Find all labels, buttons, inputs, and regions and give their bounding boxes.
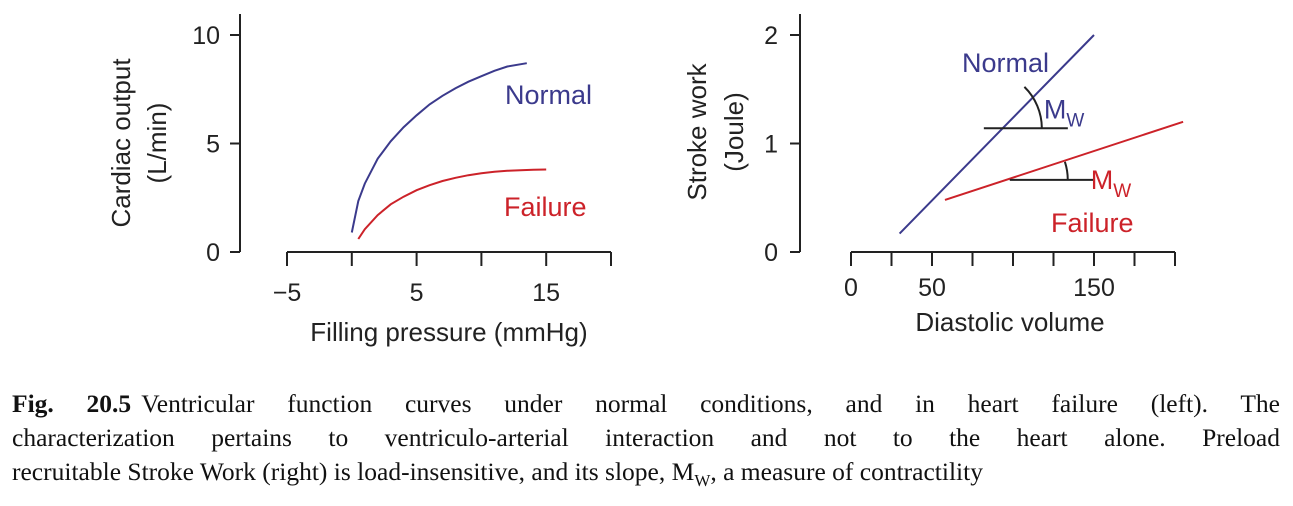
left-y-tick-label: 0: [206, 239, 220, 267]
slope-label-mw: MW: [1091, 165, 1132, 202]
caption-figure-label: Fig. 20.5: [12, 389, 132, 418]
right-y-axis-title-line2: (Joule): [719, 92, 749, 171]
slope-label-subscript: W: [1066, 110, 1084, 131]
right-x-tick-label: 150: [1073, 274, 1115, 302]
left-panel-cardiac-output: 0 5 10 −5 5 15 Normal Failure Cardiac output…: [106, 14, 612, 347]
left-x-tick-label: −5: [273, 279, 302, 307]
left-y-axis-title-line1: Cardiac output: [106, 58, 136, 228]
caption-subscript-w: W: [694, 471, 711, 491]
right-series-normal-line: [898, 34, 1095, 235]
caption-text-3a: recruitable Stroke Work (right) is load-…: [12, 457, 695, 486]
left-y-tick-label: 5: [206, 131, 220, 159]
left-series-failure-line: [357, 168, 547, 240]
right-y-tick-label: 1: [764, 131, 778, 159]
left-x-tick-label: 5: [410, 279, 424, 307]
slope-angle-arc: [1063, 161, 1069, 180]
right-y-tick-label: 2: [764, 22, 778, 50]
right-legend-failure-label: Failure: [1051, 208, 1134, 238]
slope-angle-arc: [1023, 86, 1043, 129]
right-legend-normal-label: Normal: [962, 48, 1049, 78]
left-x-axis-title: Filling pressure (mmHg): [310, 317, 587, 347]
right-y-axis-title-line1: Stroke work: [682, 62, 712, 200]
figure-caption: Fig. 20.5 Ventricular function curves und…: [12, 387, 1280, 498]
caption-text-3b: , a measure of contractility: [710, 457, 983, 486]
right-panel-stroke-work: 0 1 2 0 50 150 MW MW Normal Failure Stroke w…: [682, 14, 1184, 337]
left-x-tick-label: 15: [532, 279, 560, 307]
caption-line-3: recruitable Stroke Work (right) is load-…: [12, 455, 1280, 498]
left-legend-normal-label: Normal: [505, 80, 592, 110]
left-legend-failure-label: Failure: [504, 192, 587, 222]
right-slope-marker-failure: MW: [1009, 161, 1132, 202]
right-x-tick-label: 50: [918, 274, 946, 302]
right-x-axis-title: Diastolic volume: [915, 307, 1104, 337]
caption-text-1: Ventricular function curves under normal…: [141, 389, 1280, 418]
right-y-tick-label: 0: [764, 239, 778, 267]
right-x-tick-label: 0: [844, 274, 858, 302]
left-y-tick-label: 10: [192, 22, 220, 50]
left-series-normal-line: [350, 62, 527, 233]
right-series-failure-line: [944, 120, 1184, 201]
caption-line-2: characterization pertains to ventriculo-…: [12, 423, 1280, 452]
right-slope-marker-normal: MW: [983, 86, 1085, 131]
left-y-axis-title-line2: (L/min): [142, 103, 172, 184]
caption-line-1: Fig. 20.5 Ventricular function curves und…: [12, 387, 1280, 421]
slope-label-mw: MW: [1044, 94, 1085, 131]
slope-label-subscript: W: [1113, 181, 1131, 202]
